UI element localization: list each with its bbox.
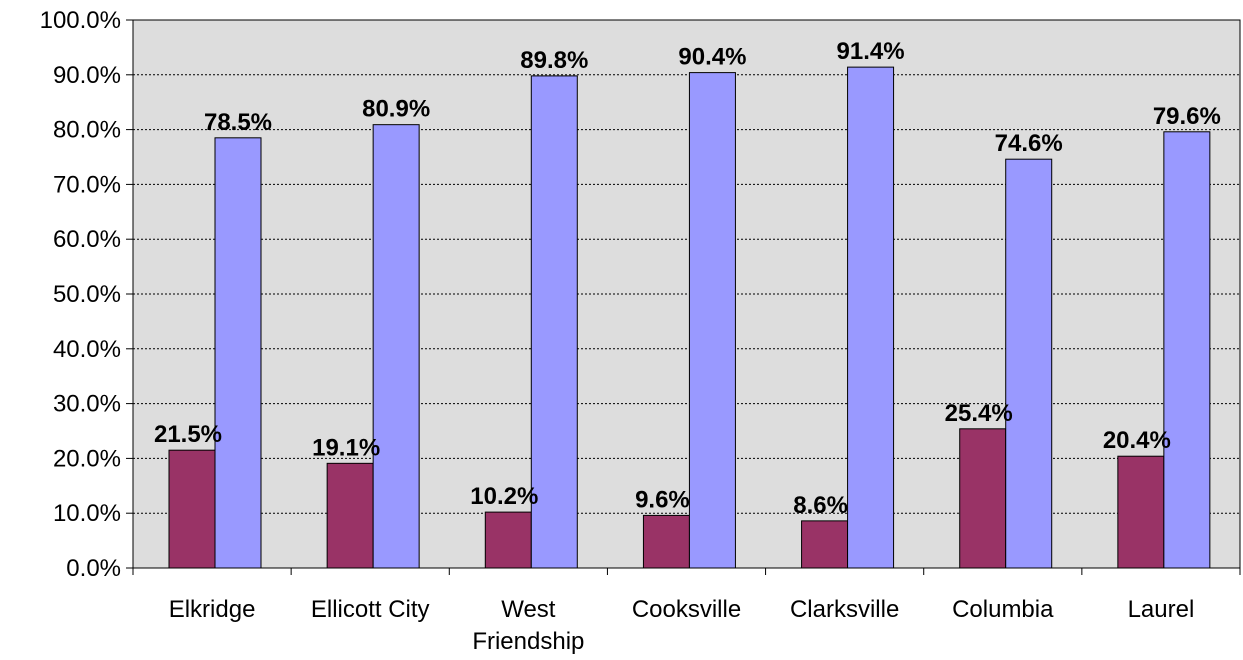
x-category-label: Elkridge (169, 596, 256, 623)
x-category-label-line: Cooksville (632, 596, 741, 623)
y-tick-label: 70.0% (53, 171, 121, 198)
x-category-label: Ellicott City (311, 596, 430, 623)
x-category-label-line: Elkridge (169, 596, 256, 623)
y-tick-label: 20.0% (53, 445, 121, 472)
x-category-label: Laurel (1128, 596, 1195, 623)
data-labels: 21.5% 78.5% 19.1% 80.9% 10.2% 89.8% 9.6% 90.4% 8… (154, 38, 1221, 519)
data-label: 20.4% (1103, 427, 1171, 454)
y-tick-label: 100.0% (40, 7, 121, 34)
y-tick-label: 0.0% (66, 555, 121, 582)
data-label: 21.5% (154, 421, 222, 448)
bar-series-1 (642, 514, 690, 569)
x-category-label-line: Ellicott City (311, 596, 430, 623)
x-category-label-line: Clarksville (790, 596, 899, 623)
data-label: 78.5% (204, 109, 272, 136)
y-tick-label: 60.0% (53, 226, 121, 253)
data-label: 19.1% (312, 434, 380, 461)
x-category-label-line: Laurel (1128, 596, 1195, 623)
x-axis-category-labels: Elkridge Ellicott City West Friendship Cooks… (169, 596, 1195, 655)
bar-series-2 (1005, 158, 1053, 569)
bar-series-1 (168, 449, 216, 569)
gridlines (133, 74, 1240, 514)
data-label: 89.8% (520, 47, 588, 74)
x-category-label: West Friendship (472, 596, 584, 655)
data-label: 74.6% (995, 130, 1063, 157)
axes (126, 19, 1241, 575)
x-category-label-line: Columbia (952, 596, 1054, 623)
data-label: 25.4% (945, 400, 1013, 427)
data-label: 79.6% (1153, 103, 1221, 130)
x-category-label: Clarksville (790, 596, 899, 623)
data-label: 10.2% (470, 483, 538, 510)
x-category-label: Columbia (952, 596, 1054, 623)
bar-series-2 (688, 72, 736, 569)
bar-series-2 (214, 137, 262, 569)
data-label: 91.4% (837, 38, 905, 65)
x-category-label-line: West (501, 596, 556, 623)
y-tick-label: 10.0% (53, 500, 121, 527)
y-axis-tick-labels: 0.0% 10.0% 20.0% 30.0% 40.0% 50.0% 60.0% 70.0% 8… (40, 7, 121, 582)
bar-series-2 (530, 75, 578, 569)
y-tick-label: 50.0% (53, 281, 121, 308)
bar-series-1 (326, 462, 374, 569)
data-label: 9.6% (635, 486, 690, 513)
bar-series-1 (801, 520, 849, 569)
data-label: 90.4% (678, 44, 746, 71)
y-tick-label: 30.0% (53, 391, 121, 418)
bars (168, 66, 1211, 569)
bar-series-2 (1163, 131, 1211, 569)
bar-series-1 (484, 511, 532, 569)
x-category-label: Cooksville (632, 596, 741, 623)
bar-series-2 (372, 124, 420, 569)
bar-series-1 (959, 428, 1007, 569)
data-label: 8.6% (793, 492, 848, 519)
y-tick-label: 40.0% (53, 336, 121, 363)
data-label: 80.9% (362, 96, 430, 123)
y-tick-label: 80.0% (53, 117, 121, 144)
bar-series-1 (1117, 455, 1165, 569)
x-category-label-line: Friendship (472, 628, 584, 655)
bar-series-2 (847, 66, 895, 569)
y-tick-label: 90.0% (53, 62, 121, 89)
